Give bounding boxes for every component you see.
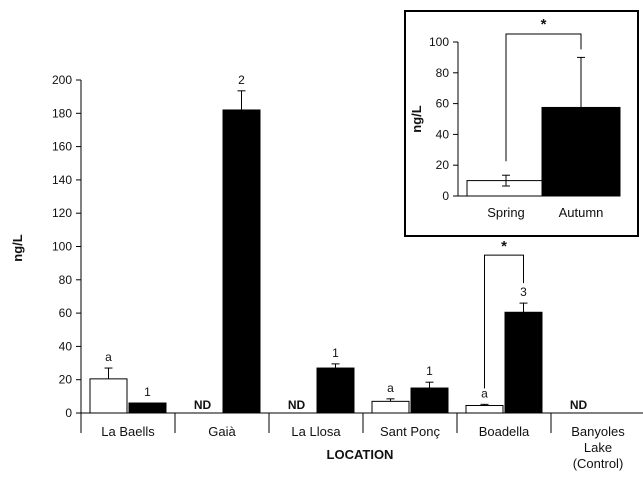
- inset-y-tick-label: 40: [436, 127, 450, 141]
- main-bar-label: 1: [332, 346, 339, 360]
- main-bar-label: a: [481, 386, 488, 400]
- main-x-axis-label: LOCATION: [327, 447, 394, 462]
- inset-significance-bracket: [505, 33, 582, 162]
- inset-x-tick-label: Spring: [487, 205, 525, 220]
- main-bar: [465, 405, 504, 414]
- main-x-tick-label: Lake: [584, 440, 612, 455]
- main-bar: [504, 311, 543, 414]
- main-bar-label: a: [387, 381, 394, 395]
- main-x-tick-label: (Control): [573, 456, 624, 471]
- main-y-axis-label: ng/L: [10, 234, 25, 261]
- main-bar-label: ND: [570, 398, 588, 412]
- inset-y-tick-label: 0: [442, 189, 449, 203]
- inset-y-tick-label: 80: [436, 66, 450, 80]
- main-bar-label: ND: [194, 398, 212, 412]
- main-y-tick-label: 60: [59, 306, 73, 320]
- main-y-tick-label: 140: [52, 173, 72, 187]
- inset-y-axis-label: ng/L: [409, 105, 424, 132]
- inset-x-tick-label: Autumn: [559, 205, 604, 220]
- main-chart: ng/L LOCATION 02040608010012014016018020…: [10, 73, 643, 471]
- main-y-tick-label: 120: [52, 206, 72, 220]
- main-bar: [89, 378, 128, 414]
- main-y-tick-label: 0: [65, 406, 72, 420]
- main-bar: [128, 402, 167, 414]
- main-y-tick-label: 100: [52, 240, 72, 254]
- inset-y-tick-label: 60: [436, 97, 450, 111]
- main-bar: [371, 400, 410, 414]
- main-x-tick-label: La Baells: [101, 424, 155, 439]
- inset-bar: [541, 106, 621, 197]
- inset-y-tick-label: 20: [436, 158, 450, 172]
- main-x-tick-label: Banyoles: [571, 424, 625, 439]
- main-x-tick-label: Boadella: [479, 424, 530, 439]
- main-bar-label: ND: [288, 398, 306, 412]
- main-bar-label: a: [105, 350, 112, 364]
- main-y-tick-label: 160: [52, 140, 72, 154]
- main-bar-label: 2: [238, 73, 245, 87]
- main-bar-label: 3: [520, 285, 527, 299]
- main-x-tick-label: Sant Ponç: [380, 424, 440, 439]
- main-bar: [410, 387, 449, 414]
- main-y-tick-label: 40: [59, 339, 73, 353]
- main-y-tick-label: 20: [59, 373, 73, 387]
- inset-y-tick-label: 100: [429, 35, 449, 49]
- main-x-tick-label: Gaià: [208, 424, 236, 439]
- main-significance-label: *: [501, 238, 507, 255]
- main-x-tick-label: La Llosa: [291, 424, 341, 439]
- main-bar-label: 1: [144, 385, 151, 399]
- main-significance-bracket: [484, 254, 524, 389]
- inset-chart: ng/L 0 20 40 60 80 100 Spring Autumn *: [404, 10, 639, 237]
- main-bar: [222, 109, 261, 414]
- main-y-tick-label: 180: [52, 106, 72, 120]
- inset-significance-label: *: [541, 16, 547, 33]
- main-bar: [316, 367, 355, 414]
- main-y-tick-label: 200: [52, 73, 72, 87]
- main-y-tick-label: 80: [59, 273, 73, 287]
- main-bar-label: 1: [426, 364, 433, 378]
